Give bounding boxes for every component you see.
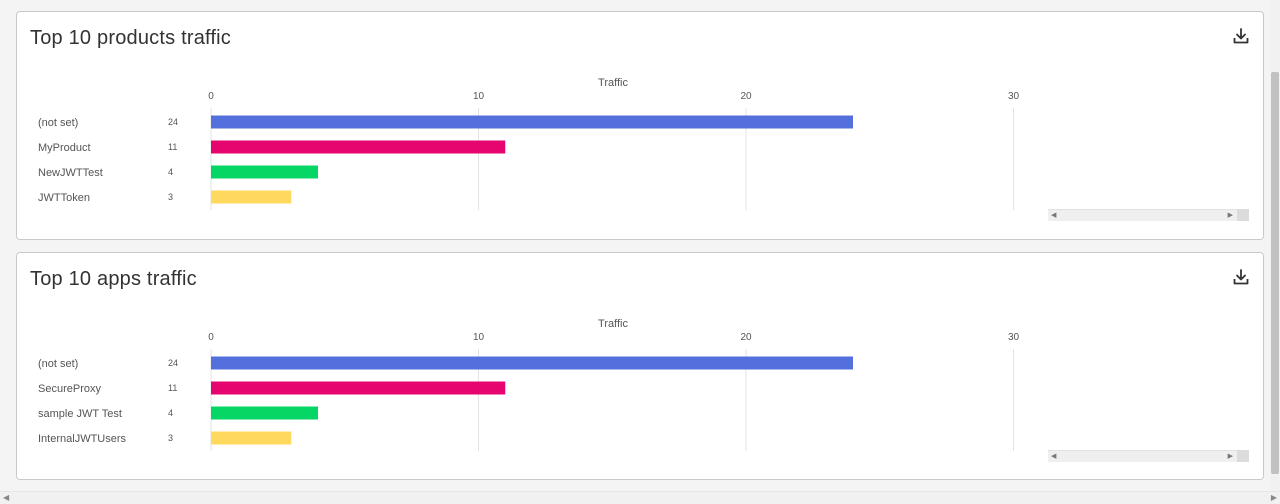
page-scroll-left-icon[interactable]: ◀ — [3, 493, 10, 502]
scroll-right-icon[interactable]: ▶ — [1227, 211, 1233, 219]
bar — [211, 115, 853, 129]
chart-horizontal-scrollbar[interactable]: ◀ ▶ — [1048, 209, 1249, 221]
scroll-right-icon[interactable]: ▶ — [1227, 452, 1233, 460]
page-horizontal-scrollbar[interactable]: ◀ ▶ — [0, 491, 1280, 504]
x-tick-label: 10 — [473, 332, 485, 343]
scroll-left-icon[interactable]: ◀ — [1051, 452, 1057, 460]
page-vertical-scrollbar[interactable] — [1270, 0, 1280, 492]
x-axis-title: Traffic — [598, 318, 628, 330]
products-traffic-panel: Top 10 products traffic Traffic 0 10 20 30 (n… — [16, 11, 1264, 240]
data-label: 24 — [168, 117, 178, 127]
x-tick-label: 20 — [740, 91, 752, 102]
data-label: 11 — [168, 383, 177, 393]
panel-title: Top 10 products traffic — [30, 27, 232, 49]
category-label: SecureProxy — [38, 383, 101, 395]
page-scroll-right-icon[interactable]: ▶ — [1270, 493, 1277, 502]
scroll-corner — [1237, 209, 1249, 221]
category-label: (not set) — [38, 358, 78, 370]
download-icon — [1233, 28, 1249, 44]
category-label: JWTToken — [38, 192, 90, 204]
bar — [211, 356, 853, 370]
scroll-left-icon[interactable]: ◀ — [1051, 211, 1057, 219]
data-label: 3 — [168, 192, 173, 202]
bar — [211, 381, 506, 395]
bar — [211, 165, 318, 179]
data-label: 4 — [168, 167, 173, 177]
products-traffic-chart: Traffic 0 10 20 30 (not set) 24 MyProduct 11 NewJ… — [38, 77, 1020, 210]
x-tick-label: 0 — [208, 332, 214, 343]
x-tick-label: 20 — [740, 332, 752, 343]
scroll-corner — [1237, 450, 1249, 462]
data-label: 4 — [168, 408, 173, 418]
data-label: 3 — [168, 433, 173, 443]
category-label: sample JWT Test — [38, 408, 122, 420]
bar — [211, 140, 506, 154]
x-tick-label: 30 — [1008, 91, 1020, 102]
category-label: MyProduct — [38, 142, 91, 154]
apps-traffic-chart: Traffic 0 10 20 30 (not set) 24 SecureProxy 11 sa… — [38, 318, 1020, 451]
bar — [211, 431, 292, 445]
download-icon — [1233, 269, 1249, 285]
x-tick-label: 0 — [208, 91, 214, 102]
panel-title: Top 10 apps traffic — [30, 268, 197, 290]
bar — [211, 406, 318, 420]
category-label: NewJWTTest — [38, 167, 103, 179]
bar — [211, 190, 292, 204]
category-label: InternalJWTUsers — [38, 433, 127, 445]
download-button[interactable] — [1231, 26, 1251, 46]
data-label: 11 — [168, 142, 177, 152]
download-button[interactable] — [1231, 267, 1251, 287]
apps-traffic-panel: Top 10 apps traffic Traffic 0 10 20 30 (not s… — [16, 252, 1264, 480]
x-axis-title: Traffic — [598, 77, 628, 89]
x-tick-label: 30 — [1008, 332, 1020, 343]
chart-horizontal-scrollbar[interactable]: ◀ ▶ — [1048, 450, 1249, 462]
data-label: 24 — [168, 358, 178, 368]
category-label: (not set) — [38, 117, 78, 129]
x-tick-label: 10 — [473, 91, 485, 102]
page-scroll-thumb[interactable] — [1271, 72, 1279, 474]
